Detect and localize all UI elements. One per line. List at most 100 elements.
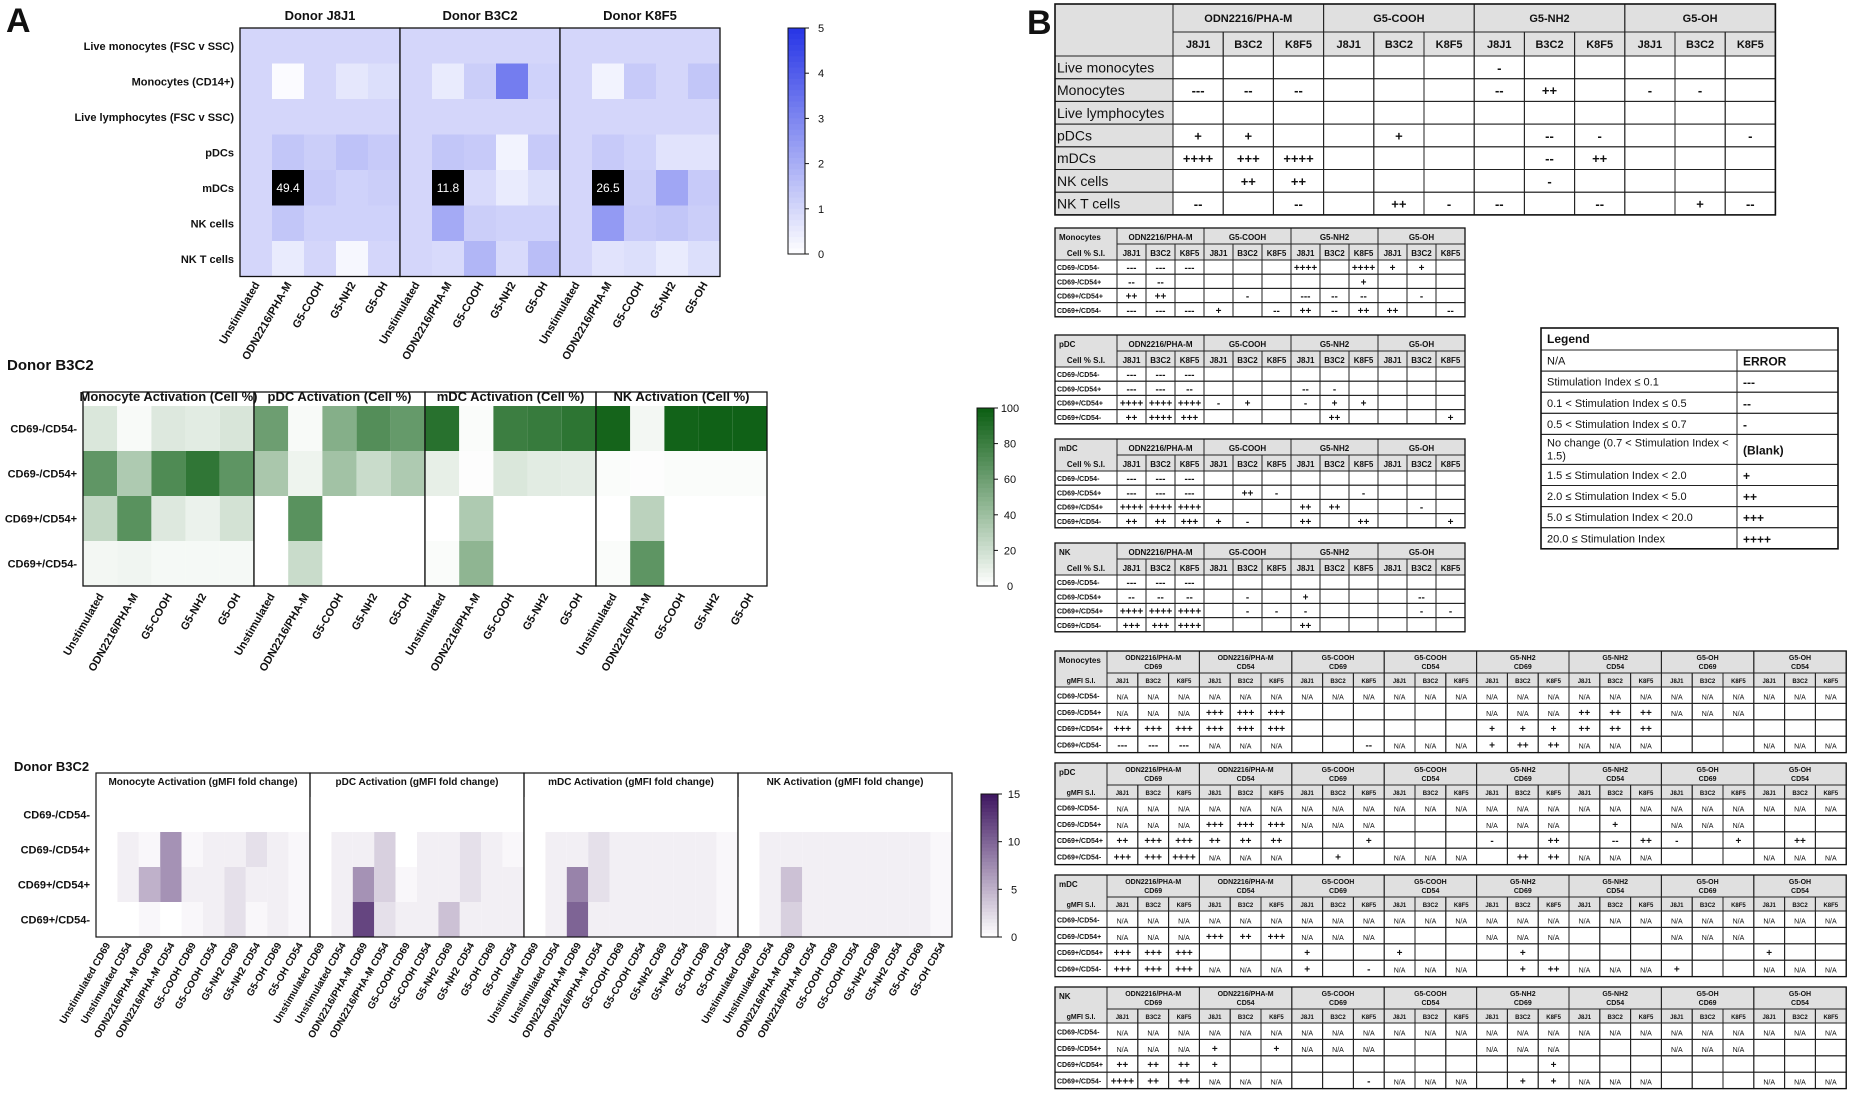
heatmap-cell <box>566 867 589 902</box>
heatmap-cell <box>592 28 624 64</box>
table-cell-value: N/A <box>1640 968 1652 975</box>
table-cell <box>1203 498 1234 515</box>
donor-header: J8J1 <box>1578 1015 1592 1021</box>
table-cell <box>1232 574 1263 590</box>
donor-header: K8F5 <box>1546 679 1561 685</box>
heatmap-cell <box>561 406 596 451</box>
table-cell-value: N/A <box>1763 918 1775 925</box>
donor-header: J8J1 <box>1485 679 1499 685</box>
activation-colorbar-tick-label: 40 <box>1004 510 1016 522</box>
donor-header: J8J1 <box>1123 564 1141 573</box>
heatmap-cell <box>331 832 353 867</box>
legend-label-wrap: 1.5) <box>1547 450 1566 462</box>
donor-header: K8F5 <box>1269 679 1284 685</box>
heatmap-cell <box>630 451 665 496</box>
table-cell-value: - <box>1675 836 1678 847</box>
group-header-marker: CD54 <box>1237 888 1255 895</box>
donor-header: K8F5 <box>1731 903 1746 909</box>
heatmap-cell <box>438 867 460 902</box>
table-cell-value: - <box>1304 399 1307 410</box>
group-header: G5-NH2 <box>1602 767 1628 774</box>
activation-colorbar-gradient-step <box>977 479 994 485</box>
donor-header: B3C2 <box>1792 679 1808 685</box>
heatmap-cell <box>909 902 931 937</box>
table-cell <box>1373 55 1425 80</box>
heatmap-cell <box>288 832 310 867</box>
donor-colorbar-gradient-step <box>788 174 805 182</box>
heatmap-cell <box>527 541 562 586</box>
row-label: CD69+/CD54- <box>1057 743 1102 750</box>
table-cell <box>1724 169 1776 193</box>
heatmap-cell <box>181 902 203 937</box>
heatmap-cell <box>759 832 781 867</box>
group-header: G5-NH2 <box>1320 444 1350 453</box>
row-label: CD69-/CD54+ <box>1057 934 1101 941</box>
heatmap-cell <box>624 170 656 206</box>
gmfi-colorbar-gradient-step <box>981 911 998 917</box>
table-cell <box>1445 1038 1478 1057</box>
table-cell-value: --- <box>1127 488 1137 499</box>
heatmap-cell <box>459 797 482 832</box>
row-label: pDCs <box>1057 127 1092 143</box>
table-cell-value: ++++ <box>1120 607 1144 618</box>
column-label: G5-OH <box>387 591 415 627</box>
heatmap-cell <box>545 832 567 867</box>
table-cell-value: N/A <box>1332 1030 1344 1037</box>
table-cell-value: + <box>1696 197 1704 212</box>
row-label: CD69+/CD54- <box>1057 519 1102 526</box>
donor-header: K8F5 <box>1441 564 1461 573</box>
cell-pct-table-frame <box>1054 542 1466 633</box>
table-cell-value: N/A <box>1455 1080 1467 1087</box>
group-header: ODN2216/PHA-M <box>1125 991 1181 998</box>
table-cell <box>1348 470 1379 486</box>
donor-header: B3C2 <box>1324 249 1345 258</box>
table-cell-value: N/A <box>1671 1030 1683 1037</box>
table-cell <box>1348 366 1379 382</box>
group-header: ODN2216/PHA-M <box>1218 991 1274 998</box>
heatmap-cell <box>566 797 589 832</box>
table-cell-value: ++ <box>1329 503 1341 514</box>
donor-header: K8F5 <box>1737 39 1764 51</box>
donor-header: J8J1 <box>1485 1015 1499 1021</box>
heatmap-cell <box>609 797 631 832</box>
table-cell <box>1377 470 1408 486</box>
donor-header: J8J1 <box>1393 1015 1407 1021</box>
heatmap-cell <box>400 205 432 241</box>
table-cell <box>1261 513 1292 529</box>
table-cell <box>1203 273 1234 289</box>
legend-symbol: -- <box>1743 397 1751 411</box>
heatmap-cell <box>185 496 220 541</box>
donor-header: J8J1 <box>1210 249 1228 258</box>
table-cell <box>1319 617 1350 633</box>
heatmap-cell <box>96 867 118 902</box>
heatmap-cell <box>624 63 656 99</box>
heatmap-cell <box>96 902 118 937</box>
table-cell-value: ++ <box>1579 708 1591 719</box>
table-cell-value: N/A <box>1671 918 1683 925</box>
gmfi-colorbar-gradient-step <box>981 851 998 856</box>
table-cell-value: N/A <box>1702 1047 1714 1054</box>
cell-pct-table-frame <box>1054 334 1466 425</box>
activation-colorbar-tick-label: 0 <box>1007 581 1013 593</box>
heatmap-cell <box>688 205 720 241</box>
row-label: Monocytes (CD14+) <box>132 76 235 88</box>
row-label: CD69-/CD54- <box>1057 265 1100 272</box>
table-cell-value: --- <box>1185 263 1195 274</box>
heatmap-cell <box>664 541 699 586</box>
table-cell-value: -- <box>1365 741 1372 752</box>
table-cell <box>1261 287 1292 304</box>
table-cell <box>1435 484 1466 500</box>
table-cell <box>1435 574 1466 590</box>
table-cell <box>1406 302 1437 318</box>
donor-colorbar-frame <box>787 27 806 255</box>
row-label: mDCs <box>1057 150 1096 166</box>
table-cell-value: -- <box>1244 83 1253 98</box>
table-cell <box>1377 513 1408 529</box>
table-name: NK <box>1059 548 1071 557</box>
table-cell <box>1414 1038 1447 1057</box>
table-cell-value: ++++ <box>1183 151 1214 166</box>
donor-header: J8J1 <box>1384 564 1402 573</box>
heatmap-cell <box>664 406 699 451</box>
table-cell-value: ++ <box>1241 174 1257 189</box>
table-cell-value: +++ <box>1268 708 1286 719</box>
